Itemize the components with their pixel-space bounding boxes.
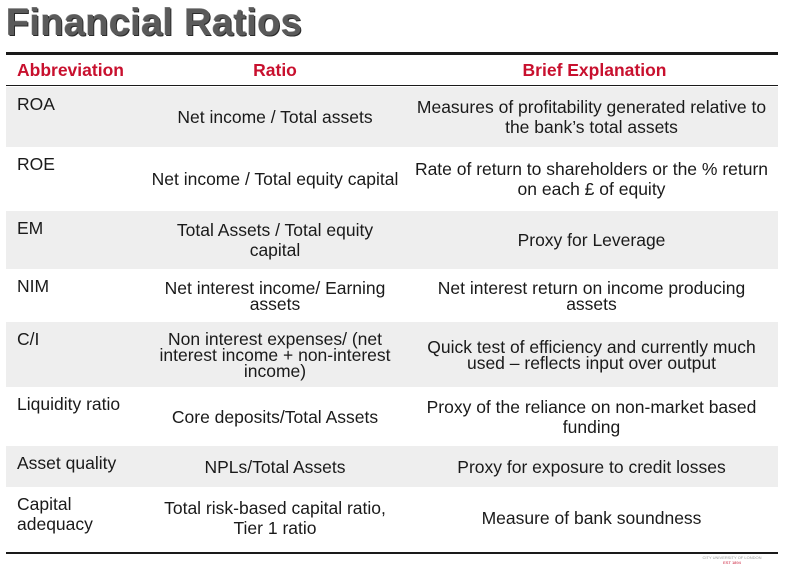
row-ratio: Non interest expenses/ (net interest inc… xyxy=(159,328,391,381)
header-explanation: Brief Explanation xyxy=(522,60,667,80)
row-ratio: NPLs/Total Assets xyxy=(204,456,346,477)
header-ratio: Ratio xyxy=(253,60,297,80)
table-body: ROA Net income / Total assets Measures o… xyxy=(6,87,778,549)
row-explanation: Quick test of efficiency and currently m… xyxy=(427,336,756,373)
row-explanation: Measure of bank soundness xyxy=(481,508,702,528)
table-row: ROA Net income / Total assets Measures o… xyxy=(6,87,778,147)
row-abbreviation: ROE xyxy=(17,154,55,174)
table-row: Asset quality NPLs/Total Assets Proxy fo… xyxy=(6,446,778,487)
row-abbreviation: Capital adequacy xyxy=(17,494,93,534)
table-row: Liquidity ratio Core deposits/Total Asse… xyxy=(6,387,778,446)
table-row: EM Total Assets / Total equity capital P… xyxy=(6,211,778,269)
table-header: Abbreviation Ratio Brief Explanation xyxy=(6,56,778,86)
row-explanation: Rate of return to shareholders or the % … xyxy=(414,159,769,199)
row-ratio: Net interest income/ Earning assets xyxy=(164,277,386,314)
university-logo: CITY UNIVERSITY OF LONDON EST 1894 xyxy=(692,556,772,566)
logo-est: EST 1894 xyxy=(723,560,741,565)
row-abbreviation: Liquidity ratio xyxy=(17,394,121,414)
row-ratio: Net income / Total assets xyxy=(177,107,373,127)
table-row: ROE Net income / Total equity capital Ra… xyxy=(6,147,778,211)
table-row: NIM Net interest income/ Earning assets … xyxy=(6,269,778,322)
row-ratio: Net income / Total equity capital xyxy=(151,169,399,189)
top-rule xyxy=(6,52,778,55)
row-explanation: Proxy for exposure to credit losses xyxy=(457,456,726,477)
bottom-rule xyxy=(6,552,778,554)
row-abbreviation: EM xyxy=(17,218,44,238)
row-explanation: Proxy for Leverage xyxy=(517,230,666,250)
row-abbreviation: ROA xyxy=(17,94,55,114)
row-abbreviation: Asset quality xyxy=(17,453,117,473)
row-ratio: Total risk-based capital ratio, Tier 1 r… xyxy=(164,498,386,538)
logo-text: CITY UNIVERSITY OF LONDON xyxy=(702,555,762,560)
table-row: Capital adequacy Total risk-based capita… xyxy=(6,487,778,549)
row-abbreviation: C/I xyxy=(17,329,40,349)
header-abbreviation: Abbreviation xyxy=(17,60,124,80)
row-explanation: Measures of profitability generated rela… xyxy=(416,97,767,137)
row-abbreviation: NIM xyxy=(17,276,50,296)
page-title: Financial Ratios xyxy=(6,2,303,44)
row-ratio: Core deposits/Total Assets xyxy=(171,406,379,427)
table-row: C/I Non interest expenses/ (net interest… xyxy=(6,322,778,387)
row-ratio: Total Assets / Total equity capital xyxy=(176,220,374,260)
row-explanation: Proxy of the reliance on non-market base… xyxy=(426,396,757,437)
row-explanation: Net interest return on income producing … xyxy=(437,277,746,314)
